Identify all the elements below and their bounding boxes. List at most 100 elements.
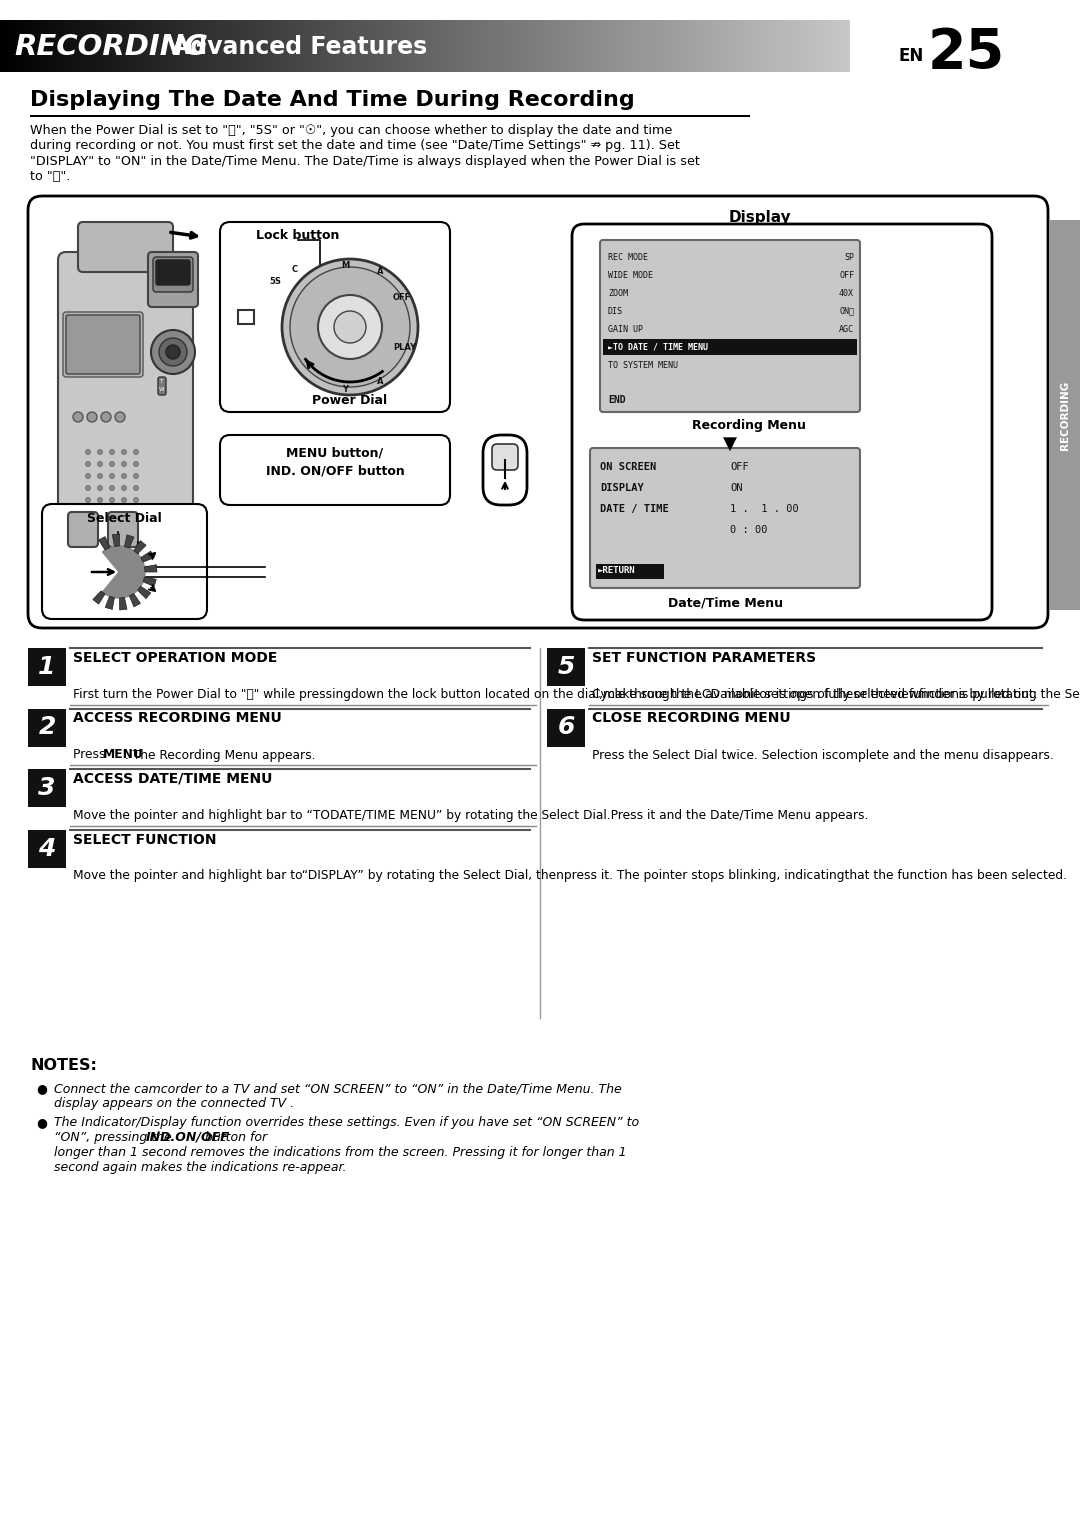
Circle shape <box>134 474 138 478</box>
Text: RECORDING: RECORDING <box>1059 380 1070 449</box>
Text: Y: Y <box>342 385 348 394</box>
Text: longer than 1 second removes the indications from the screen. Pressing it for lo: longer than 1 second removes the indicat… <box>54 1147 626 1159</box>
Text: ●: ● <box>36 1082 46 1095</box>
Text: A: A <box>377 267 383 276</box>
Circle shape <box>109 474 114 478</box>
Circle shape <box>159 337 187 366</box>
Polygon shape <box>137 586 151 599</box>
Text: ACCESS DATE/TIME MENU: ACCESS DATE/TIME MENU <box>73 773 272 786</box>
Polygon shape <box>130 593 140 607</box>
Text: ACCESS RECORDING MENU: ACCESS RECORDING MENU <box>73 711 282 725</box>
Text: 1 .  1 . 00: 1 . 1 . 00 <box>730 504 799 514</box>
FancyBboxPatch shape <box>483 435 527 504</box>
Text: MENU: MENU <box>103 748 144 762</box>
Text: T: T <box>159 379 162 383</box>
Circle shape <box>85 486 91 491</box>
Text: 0 : 00: 0 : 00 <box>730 524 768 535</box>
Text: ON①: ON① <box>839 307 854 316</box>
FancyBboxPatch shape <box>148 251 198 307</box>
Text: Move the pointer and highlight bar to“DISPLAY” by rotating the Select Dial, then: Move the pointer and highlight bar to“DI… <box>73 869 1067 883</box>
Circle shape <box>109 498 114 503</box>
Text: TO SYSTEM MENU: TO SYSTEM MENU <box>608 360 678 369</box>
Circle shape <box>134 486 138 491</box>
Text: Displaying The Date And Time During Recording: Displaying The Date And Time During Reco… <box>30 90 635 110</box>
Text: REC MODE: REC MODE <box>608 253 648 262</box>
Circle shape <box>109 449 114 454</box>
Polygon shape <box>103 546 145 598</box>
FancyBboxPatch shape <box>158 377 166 396</box>
Text: 5S: 5S <box>269 277 281 287</box>
FancyBboxPatch shape <box>68 512 98 547</box>
FancyBboxPatch shape <box>572 224 993 619</box>
Text: Power Dial: Power Dial <box>312 394 388 406</box>
Bar <box>28 829 66 868</box>
Text: Connect the camcorder to a TV and set “ON SCREEN” to “ON” in the Date/Time Menu.: Connect the camcorder to a TV and set “O… <box>54 1082 622 1095</box>
Circle shape <box>97 461 103 466</box>
Circle shape <box>87 412 97 422</box>
Text: First turn the Power Dial to "Ⓜ" while pressingdown the lock button located on t: First turn the Power Dial to "Ⓜ" while p… <box>73 688 1038 701</box>
Text: to "Ⓐ".: to "Ⓐ". <box>30 170 70 184</box>
Text: WIDE MODE: WIDE MODE <box>608 270 653 279</box>
Text: C: C <box>292 265 298 273</box>
Circle shape <box>121 498 126 503</box>
Text: ►RETURN: ►RETURN <box>598 566 636 575</box>
Bar <box>238 310 254 323</box>
Text: OFF: OFF <box>730 461 748 472</box>
Polygon shape <box>143 576 157 587</box>
Text: “ON”, pressing the: “ON”, pressing the <box>54 1131 176 1144</box>
Bar <box>28 708 66 747</box>
Polygon shape <box>140 550 154 563</box>
Bar <box>596 564 664 579</box>
Circle shape <box>102 412 111 422</box>
FancyBboxPatch shape <box>492 445 518 471</box>
Circle shape <box>114 412 125 422</box>
Text: A: A <box>377 377 383 386</box>
Polygon shape <box>105 596 114 610</box>
Circle shape <box>121 486 126 491</box>
Text: during recording or not. You must first set the date and time (see "Date/Time Se: during recording or not. You must first … <box>30 140 680 152</box>
Circle shape <box>97 449 103 454</box>
Bar <box>28 648 66 685</box>
Text: NOTES:: NOTES: <box>30 1058 97 1073</box>
Text: Cycle through the available settings of theselected functions by rotating the Se: Cycle through the available settings of … <box>592 688 1080 701</box>
Text: SP: SP <box>843 253 854 262</box>
Bar <box>850 20 1080 72</box>
Text: ZOOM: ZOOM <box>608 288 627 297</box>
FancyBboxPatch shape <box>42 504 207 619</box>
Text: RECORDING: RECORDING <box>14 34 208 61</box>
Text: CLOSE RECORDING MENU: CLOSE RECORDING MENU <box>592 711 791 725</box>
Polygon shape <box>124 535 134 549</box>
Text: GAIN UP: GAIN UP <box>608 325 643 334</box>
Text: 5: 5 <box>557 655 575 679</box>
Text: ●: ● <box>36 1116 46 1128</box>
Circle shape <box>109 486 114 491</box>
Circle shape <box>73 412 83 422</box>
Bar <box>546 708 585 747</box>
Text: Lock button: Lock button <box>256 228 340 242</box>
Text: SET FUNCTION PARAMETERS: SET FUNCTION PARAMETERS <box>592 652 816 665</box>
Circle shape <box>109 461 114 466</box>
Text: 3: 3 <box>38 776 56 800</box>
Circle shape <box>318 294 382 359</box>
Circle shape <box>134 498 138 503</box>
Text: Display: Display <box>729 210 792 225</box>
Text: M: M <box>341 261 349 270</box>
Circle shape <box>121 461 126 466</box>
Circle shape <box>121 474 126 478</box>
FancyBboxPatch shape <box>156 261 190 285</box>
Polygon shape <box>134 541 146 553</box>
FancyBboxPatch shape <box>66 314 140 374</box>
Circle shape <box>85 449 91 454</box>
Text: second again makes the indications re-appear.: second again makes the indications re-ap… <box>54 1160 347 1174</box>
Circle shape <box>134 461 138 466</box>
Text: Press: Press <box>73 748 109 762</box>
Circle shape <box>282 259 418 396</box>
Text: Date/Time Menu: Date/Time Menu <box>667 596 783 609</box>
Text: ON SCREEN: ON SCREEN <box>600 461 657 472</box>
Text: display appears on the connected TV .: display appears on the connected TV . <box>54 1098 294 1110</box>
Text: 40X: 40X <box>839 288 854 297</box>
Text: DATE / TIME: DATE / TIME <box>600 504 669 514</box>
Bar <box>30 115 750 117</box>
Text: . The Recording Menu appears.: . The Recording Menu appears. <box>125 748 315 762</box>
Text: Advanced Features: Advanced Features <box>172 35 428 58</box>
